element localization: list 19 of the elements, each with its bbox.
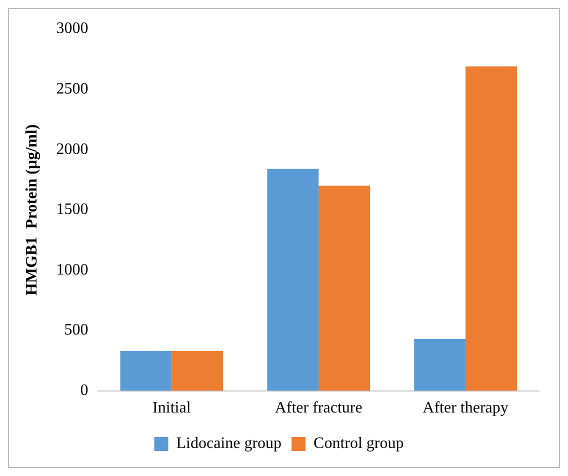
- y-tick-label: 1000: [56, 261, 88, 278]
- y-tick-label: 1500: [56, 201, 88, 218]
- x-tick-label: After fracture: [274, 400, 362, 417]
- bar: [414, 338, 466, 391]
- y-tick-label: 500: [64, 322, 88, 339]
- y-tick-label: 2500: [56, 80, 88, 98]
- bar: [172, 351, 224, 391]
- bar: [318, 186, 370, 391]
- bar: [120, 351, 172, 391]
- y-tick-label: 2000: [56, 140, 88, 158]
- legend-label: Lidocaine group: [176, 435, 282, 452]
- x-tick-label: Initial: [152, 400, 192, 417]
- bar: [466, 66, 517, 391]
- y-tick-label: 0: [80, 382, 88, 400]
- y-axis-title: HMGB1 Protein (µg/ml): [24, 124, 41, 296]
- legend-label: Control group: [314, 435, 404, 452]
- bar: [267, 168, 319, 391]
- y-tick-label: 3000: [56, 20, 88, 38]
- x-tick-label: After therapy: [422, 400, 508, 417]
